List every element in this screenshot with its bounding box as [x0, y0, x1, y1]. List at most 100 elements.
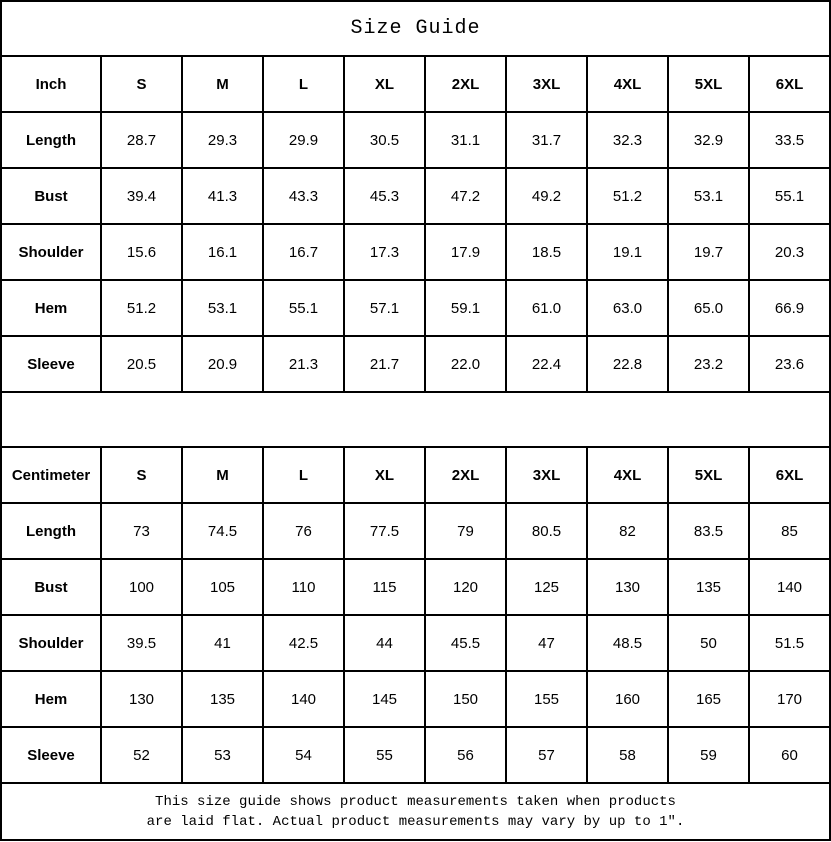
measurement-value: 42.5 [262, 614, 345, 672]
measurement-value: 21.3 [262, 335, 345, 393]
measurement-value: 61.0 [505, 279, 588, 337]
measurement-value: 140 [748, 558, 831, 616]
measurement-label: Sleeve [0, 335, 102, 393]
size-header-3xl: 3XL [505, 446, 588, 504]
measurement-value: 22.8 [586, 335, 669, 393]
measurement-value: 66.9 [748, 279, 831, 337]
measurement-value: 49.2 [505, 167, 588, 225]
measurement-value: 51.5 [748, 614, 831, 672]
measurement-value: 83.5 [667, 502, 750, 560]
measurement-value: 150 [424, 670, 507, 728]
measurement-value: 47.2 [424, 167, 507, 225]
measurement-value: 52 [100, 726, 183, 784]
size-header-s: S [100, 55, 183, 113]
measurement-value: 17.9 [424, 223, 507, 281]
measurement-value: 76 [262, 502, 345, 560]
measurement-value: 23.2 [667, 335, 750, 393]
measurement-value: 41.3 [181, 167, 264, 225]
measurement-value: 140 [262, 670, 345, 728]
centimeter-header-row: Centimeter S M L XL 2XL 3XL 4XL 5XL 6XL [0, 446, 831, 504]
measurement-value: 23.6 [748, 335, 831, 393]
page-title: Size Guide [0, 0, 831, 57]
centimeter-table: Centimeter S M L XL 2XL 3XL 4XL 5XL 6XL Length 73 74… [0, 446, 831, 784]
measurement-value: 145 [343, 670, 426, 728]
measurement-value: 21.7 [343, 335, 426, 393]
measurement-value: 56 [424, 726, 507, 784]
measurement-label: Bust [0, 167, 102, 225]
measurement-value: 20.5 [100, 335, 183, 393]
measurement-value: 19.7 [667, 223, 750, 281]
measurement-value: 22.4 [505, 335, 588, 393]
measurement-label: Length [0, 502, 102, 560]
size-header-l: L [262, 55, 345, 113]
measurement-value: 43.3 [262, 167, 345, 225]
measurement-value: 39.5 [100, 614, 183, 672]
measurement-value: 55.1 [748, 167, 831, 225]
measurement-value: 30.5 [343, 111, 426, 169]
measurement-value: 60 [748, 726, 831, 784]
measurement-value: 59 [667, 726, 750, 784]
measurement-value: 16.7 [262, 223, 345, 281]
measurement-value: 32.9 [667, 111, 750, 169]
size-header-xl: XL [343, 55, 426, 113]
measurement-value: 170 [748, 670, 831, 728]
measurement-value: 63.0 [586, 279, 669, 337]
measurement-value: 105 [181, 558, 264, 616]
measurement-value: 58 [586, 726, 669, 784]
measurement-value: 51.2 [100, 279, 183, 337]
centimeter-row-shoulder: Shoulder 39.5 41 42.5 44 45.5 47 48.5 50 51.5 [0, 614, 831, 672]
inch-row-bust: Bust 39.4 41.3 43.3 45.3 47.2 49.2 51.2 53.1 55.1 [0, 167, 831, 225]
measurement-label: Hem [0, 279, 102, 337]
measurement-value: 130 [586, 558, 669, 616]
measurement-value: 74.5 [181, 502, 264, 560]
size-header-2xl: 2XL [424, 446, 507, 504]
measurement-value: 73 [100, 502, 183, 560]
measurement-label: Length [0, 111, 102, 169]
measurement-value: 20.3 [748, 223, 831, 281]
measurement-value: 160 [586, 670, 669, 728]
measurement-value: 77.5 [343, 502, 426, 560]
footer-note-line1: This size guide shows product measuremen… [155, 793, 676, 810]
measurement-value: 17.3 [343, 223, 426, 281]
inch-header-row: Inch S M L XL 2XL 3XL 4XL 5XL 6XL [0, 55, 831, 113]
size-header-3xl: 3XL [505, 55, 588, 113]
size-header-4xl: 4XL [586, 446, 669, 504]
size-header-m: M [181, 446, 264, 504]
measurement-value: 53.1 [667, 167, 750, 225]
measurement-value: 155 [505, 670, 588, 728]
measurement-value: 45.3 [343, 167, 426, 225]
inch-row-shoulder: Shoulder 15.6 16.1 16.7 17.3 17.9 18.5 19.1 19.7… [0, 223, 831, 281]
measurement-value: 29.9 [262, 111, 345, 169]
measurement-value: 20.9 [181, 335, 264, 393]
measurement-value: 57 [505, 726, 588, 784]
table-spacer [0, 393, 831, 448]
measurement-value: 65.0 [667, 279, 750, 337]
measurement-value: 45.5 [424, 614, 507, 672]
measurement-value: 39.4 [100, 167, 183, 225]
centimeter-row-length: Length 73 74.5 76 77.5 79 80.5 82 83.5 85 [0, 502, 831, 560]
measurement-label: Bust [0, 558, 102, 616]
size-header-6xl: 6XL [748, 55, 831, 113]
measurement-label: Shoulder [0, 614, 102, 672]
centimeter-row-bust: Bust 100 105 110 115 120 125 130 135 140 [0, 558, 831, 616]
measurement-value: 16.1 [181, 223, 264, 281]
measurement-value: 53 [181, 726, 264, 784]
measurement-value: 15.6 [100, 223, 183, 281]
size-header-5xl: 5XL [667, 55, 750, 113]
measurement-value: 82 [586, 502, 669, 560]
size-header-l: L [262, 446, 345, 504]
measurement-value: 54 [262, 726, 345, 784]
measurement-value: 41 [181, 614, 264, 672]
measurement-value: 50 [667, 614, 750, 672]
measurement-value: 18.5 [505, 223, 588, 281]
size-header-m: M [181, 55, 264, 113]
measurement-value: 44 [343, 614, 426, 672]
measurement-value: 135 [667, 558, 750, 616]
measurement-value: 55 [343, 726, 426, 784]
measurement-label: Shoulder [0, 223, 102, 281]
centimeter-unit-label: Centimeter [0, 446, 102, 504]
measurement-value: 120 [424, 558, 507, 616]
footer-note-line2: are laid flat. Actual product measuremen… [146, 813, 685, 830]
measurement-value: 135 [181, 670, 264, 728]
